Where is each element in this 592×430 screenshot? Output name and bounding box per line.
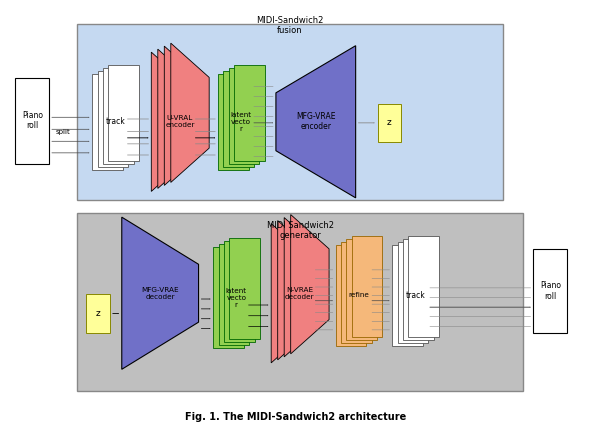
Bar bbox=[108, 64, 139, 161]
Bar bbox=[78, 213, 523, 391]
Bar bbox=[346, 239, 377, 340]
Polygon shape bbox=[271, 224, 310, 363]
Text: MIDI Sandwich2
generator: MIDI Sandwich2 generator bbox=[267, 221, 334, 240]
Text: U-VRAL
encoder: U-VRAL encoder bbox=[165, 115, 195, 128]
Bar bbox=[229, 68, 259, 164]
Polygon shape bbox=[276, 46, 356, 198]
Bar bbox=[218, 244, 249, 345]
Bar bbox=[229, 238, 260, 339]
Polygon shape bbox=[278, 221, 316, 360]
Text: track: track bbox=[406, 291, 425, 300]
Polygon shape bbox=[152, 52, 189, 191]
Polygon shape bbox=[122, 217, 198, 369]
Bar bbox=[533, 249, 567, 333]
Polygon shape bbox=[165, 46, 202, 185]
Text: Fig. 1. The MIDI-Sandwich2 architecture: Fig. 1. The MIDI-Sandwich2 architecture bbox=[185, 412, 407, 421]
Text: latent
vecto
r: latent vecto r bbox=[226, 288, 247, 307]
Polygon shape bbox=[158, 49, 196, 188]
Text: z: z bbox=[96, 309, 101, 318]
Text: MFG-VRAE
decoder: MFG-VRAE decoder bbox=[141, 287, 179, 300]
Bar bbox=[403, 239, 433, 340]
Bar bbox=[86, 294, 110, 333]
Bar bbox=[103, 68, 134, 164]
Text: Piano
roll: Piano roll bbox=[22, 111, 43, 130]
Bar bbox=[378, 104, 401, 142]
Bar bbox=[218, 74, 249, 170]
Text: MFG-VRAE
encoder: MFG-VRAE encoder bbox=[296, 112, 336, 132]
Bar bbox=[15, 78, 49, 163]
Bar bbox=[352, 236, 382, 337]
Bar bbox=[223, 71, 254, 167]
Bar bbox=[398, 242, 428, 343]
Bar bbox=[213, 247, 244, 348]
Bar bbox=[78, 24, 503, 200]
Bar bbox=[224, 241, 255, 342]
Text: MIDI-Sandwich2
fusion: MIDI-Sandwich2 fusion bbox=[256, 16, 324, 35]
Text: z: z bbox=[387, 118, 392, 127]
Text: refine: refine bbox=[348, 292, 369, 298]
Bar bbox=[341, 242, 372, 343]
Text: track: track bbox=[105, 117, 125, 126]
Polygon shape bbox=[291, 215, 329, 354]
Text: split: split bbox=[55, 129, 70, 135]
Bar bbox=[392, 245, 423, 346]
Text: Piano
roll: Piano roll bbox=[540, 281, 561, 301]
Bar bbox=[98, 71, 128, 167]
Polygon shape bbox=[170, 43, 209, 182]
Bar bbox=[234, 64, 265, 161]
Polygon shape bbox=[284, 218, 323, 357]
Text: N-VRAE
decoder: N-VRAE decoder bbox=[285, 287, 315, 300]
Text: latent
vecto
r: latent vecto r bbox=[230, 112, 252, 132]
Bar bbox=[92, 74, 123, 170]
Bar bbox=[336, 245, 366, 346]
Bar bbox=[408, 236, 439, 337]
